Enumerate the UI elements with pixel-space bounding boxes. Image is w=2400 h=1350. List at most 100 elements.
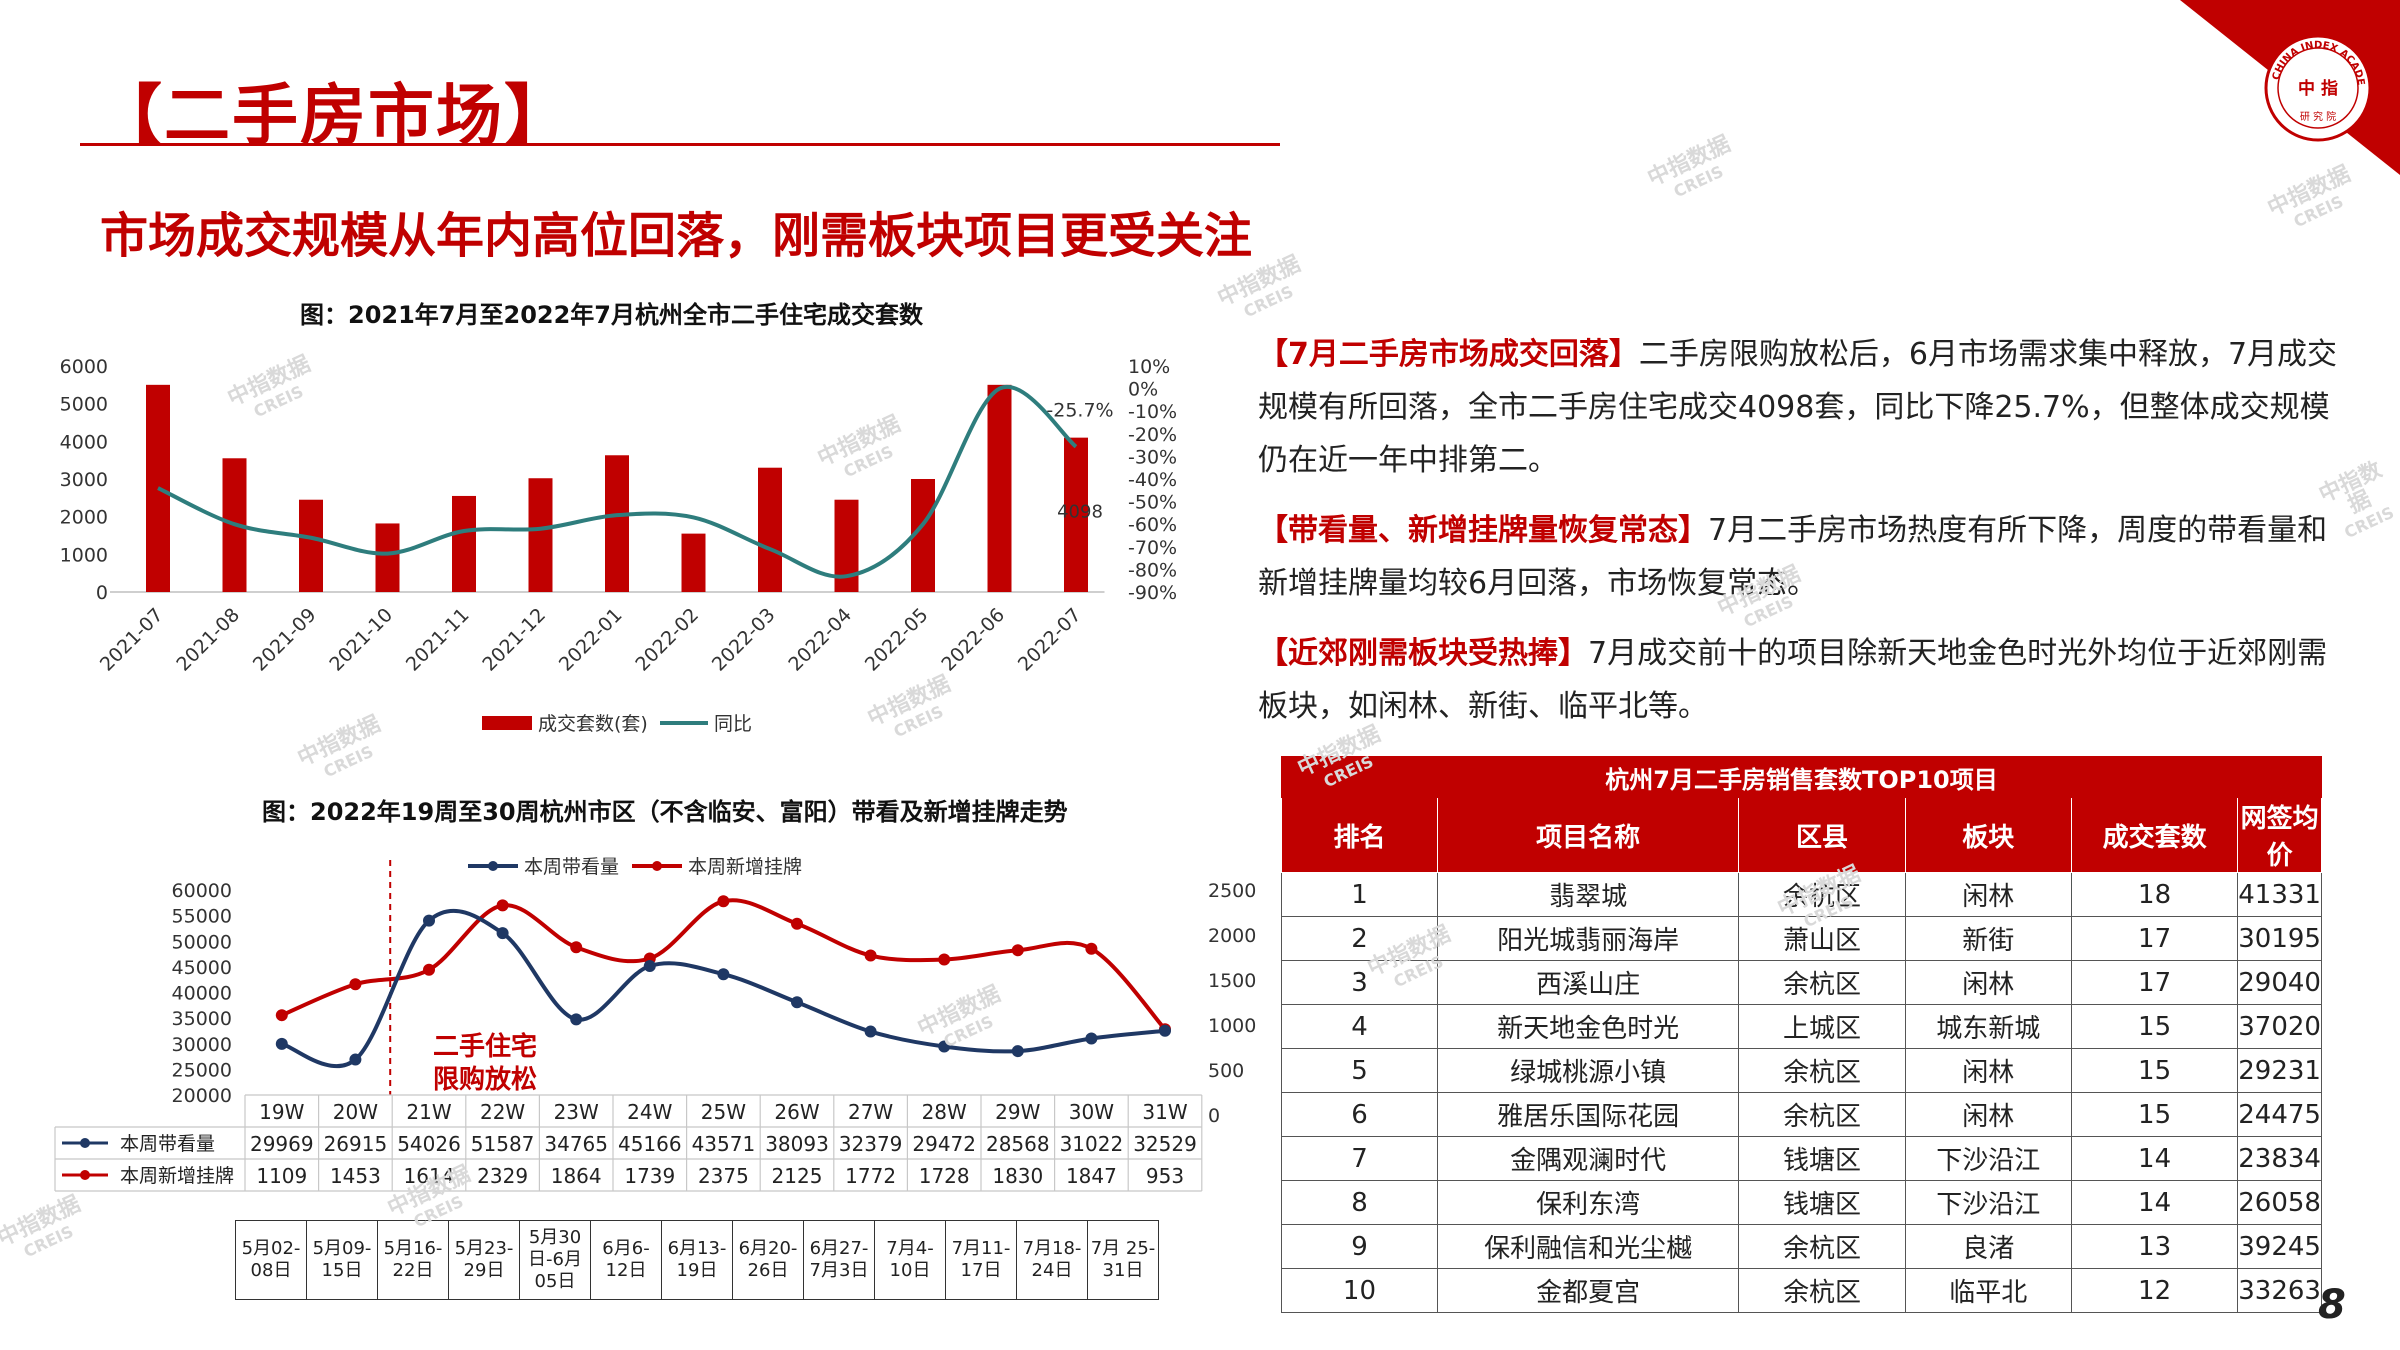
table-cell: 23834 — [2237, 1136, 2322, 1181]
row-label-viewings: 本周带看量 — [120, 1133, 215, 1155]
listings-value: 1830 — [992, 1164, 1043, 1188]
table-row: 9 保利融信和光尘樾 余杭区 良渚 13 39245 — [1281, 1224, 2322, 1269]
viewings-value: 54026 — [397, 1132, 461, 1156]
week-label: 21W — [406, 1100, 451, 1124]
x-axis-tick: 2022-02 — [631, 604, 703, 676]
week-label: 25W — [701, 1100, 746, 1124]
right-axis-tick: -90% — [1128, 582, 1177, 604]
listings-point — [1011, 944, 1024, 957]
table-cell: 萧山区 — [1738, 916, 1906, 961]
table-header-cell: 区县 — [1738, 797, 1906, 873]
x-axis-tick: 2021-11 — [402, 604, 474, 676]
table-cell: 15 — [2070, 1092, 2239, 1137]
title-underline — [80, 143, 1280, 146]
left-axis-tick: 1000 — [60, 544, 108, 566]
right-axis-tick: 10% — [1128, 356, 1170, 378]
viewings-point — [1085, 1032, 1098, 1045]
week-date-cell: 6月27- 7月3日 — [803, 1220, 875, 1300]
monthly-transactions-chart: 0 1000 2000 3000 4000 5000 6000 10%0%-10%-20%-3… — [60, 356, 1177, 735]
listings-point — [496, 899, 509, 912]
paragraph-1-highlight: 【7月二手房市场成交回落】 — [1258, 337, 1639, 372]
right-axis-tick: 0% — [1128, 379, 1158, 401]
page-number: 8 — [2318, 1282, 2346, 1328]
table-cell: 余杭区 — [1738, 1048, 1906, 1093]
watermark-cn: 中指数据 — [1643, 131, 1735, 192]
right-axis-tick: -50% — [1128, 492, 1177, 514]
right-axis-tick: -40% — [1128, 469, 1177, 491]
week-date-cell: 7月18- 24日 — [1016, 1220, 1088, 1300]
table-cell: 下沙沿江 — [1904, 1180, 2072, 1225]
table-row: 3 西溪山庄 余杭区 闲林 17 29040 — [1281, 960, 2322, 1005]
left-axis-tick: 3000 — [60, 469, 108, 491]
x-axis-tick: 2022-06 — [937, 604, 1009, 676]
week-date-cell: 5月16- 22日 — [377, 1220, 449, 1300]
viewings-point — [717, 968, 730, 981]
table-cell: 绿城桃源小镇 — [1436, 1048, 1740, 1093]
week-label: 28W — [922, 1100, 967, 1124]
left-axis-tick: 5000 — [60, 394, 108, 416]
table-cell: 14 — [2070, 1180, 2239, 1225]
table-row: 4 新天地金色时光 上城区 城东新城 15 37020 — [1281, 1004, 2322, 1049]
table-cell: 良渚 — [1904, 1224, 2072, 1269]
left-axis-tick: 40000 — [172, 983, 232, 1005]
table-cell: 雅居乐国际花园 — [1436, 1092, 1740, 1137]
listings-value: 2375 — [698, 1164, 749, 1188]
viewings-point — [496, 927, 509, 940]
table-cell: 余杭区 — [1738, 872, 1906, 917]
legend-bar-swatch — [482, 716, 532, 730]
viewings-value: 38093 — [765, 1132, 829, 1156]
listings-point — [938, 953, 951, 966]
listings-value: 1772 — [845, 1164, 896, 1188]
table-cell: 新街 — [1904, 916, 2072, 961]
legend-listings-dot — [652, 861, 662, 871]
week-label: 31W — [1142, 1100, 1187, 1124]
viewings-point — [791, 996, 803, 1009]
table-cell: 钱塘区 — [1738, 1180, 1906, 1225]
table-cell: 3 — [1281, 960, 1438, 1005]
table-cell: 上城区 — [1738, 1004, 1906, 1049]
week-date-cell: 7月11- 17日 — [945, 1220, 1017, 1300]
right-axis-tick: -10% — [1128, 401, 1177, 423]
x-axis-tick: 2021-09 — [249, 604, 321, 676]
listings-line — [281, 898, 1167, 1031]
right-axis-tick: 0 — [1208, 1105, 1220, 1127]
paragraph-3-text: 7月成交前十的项目除新天地金色时光外均位于近郊刚需板块，如闲林、新街、临平北等。 — [1258, 636, 2328, 724]
right-axis-tick: -20% — [1128, 424, 1177, 446]
listings-value: 1864 — [551, 1164, 602, 1188]
table-cell: 闲林 — [1904, 960, 2072, 1005]
watermark: 中指数据 CREIS — [2264, 162, 2363, 240]
x-axis-tick: 2022-03 — [708, 604, 780, 676]
week-date-cell: 5月30 日-6月 05日 — [519, 1220, 591, 1300]
bar — [681, 533, 706, 592]
week-label: 20W — [333, 1100, 378, 1124]
right-axis-tick: 2500 — [1208, 880, 1256, 902]
row-key-listings-dot — [80, 1170, 90, 1180]
week-date-cell: 6月13- 19日 — [661, 1220, 733, 1300]
watermark-en: CREIS — [1670, 161, 1727, 202]
paragraph-3-highlight: 【近郊刚需板块受热捧】 — [1258, 636, 1588, 671]
x-axis-tick: 2021-07 — [96, 604, 168, 676]
table-cell: 闲林 — [1904, 1048, 2072, 1093]
summary-text: 【7月二手房市场成交回落】二手房限购放松后，6月市场需求集中释放，7月成交规模有… — [1258, 328, 2338, 750]
table-cell: 39245 — [2237, 1224, 2322, 1269]
table-cell: 15 — [2070, 1004, 2239, 1049]
paragraph-2-highlight: 【带看量、新增挂牌量恢复常态】 — [1258, 513, 1708, 548]
viewings-point — [349, 1053, 362, 1066]
right-axis-tick: 1000 — [1208, 1015, 1256, 1037]
left-axis-tick: 30000 — [172, 1034, 232, 1056]
legend-bar-label: 成交套数(套) — [538, 713, 648, 735]
week-label: 26W — [774, 1100, 819, 1124]
viewings-value: 31022 — [1060, 1132, 1124, 1156]
bar — [605, 455, 629, 592]
bar-data-label: 4098 — [1057, 502, 1103, 523]
x-axis-tick: 2021-10 — [325, 604, 397, 676]
viewings-line — [281, 908, 1166, 1069]
summary-paragraph-3: 【近郊刚需板块受热捧】7月成交前十的项目除新天地金色时光外均位于近郊刚需板块，如… — [1258, 627, 2338, 733]
table-row: 1 翡翠城 余杭区 闲林 18 41331 — [1281, 872, 2322, 917]
watermark-en: CREIS — [2341, 502, 2397, 543]
viewings-value: 45166 — [618, 1132, 682, 1156]
table-cell: 6 — [1281, 1092, 1438, 1137]
week-date-cell: 7月4- 10日 — [874, 1220, 946, 1300]
table-cell: 余杭区 — [1738, 960, 1906, 1005]
table-cell: 余杭区 — [1738, 1092, 1906, 1137]
